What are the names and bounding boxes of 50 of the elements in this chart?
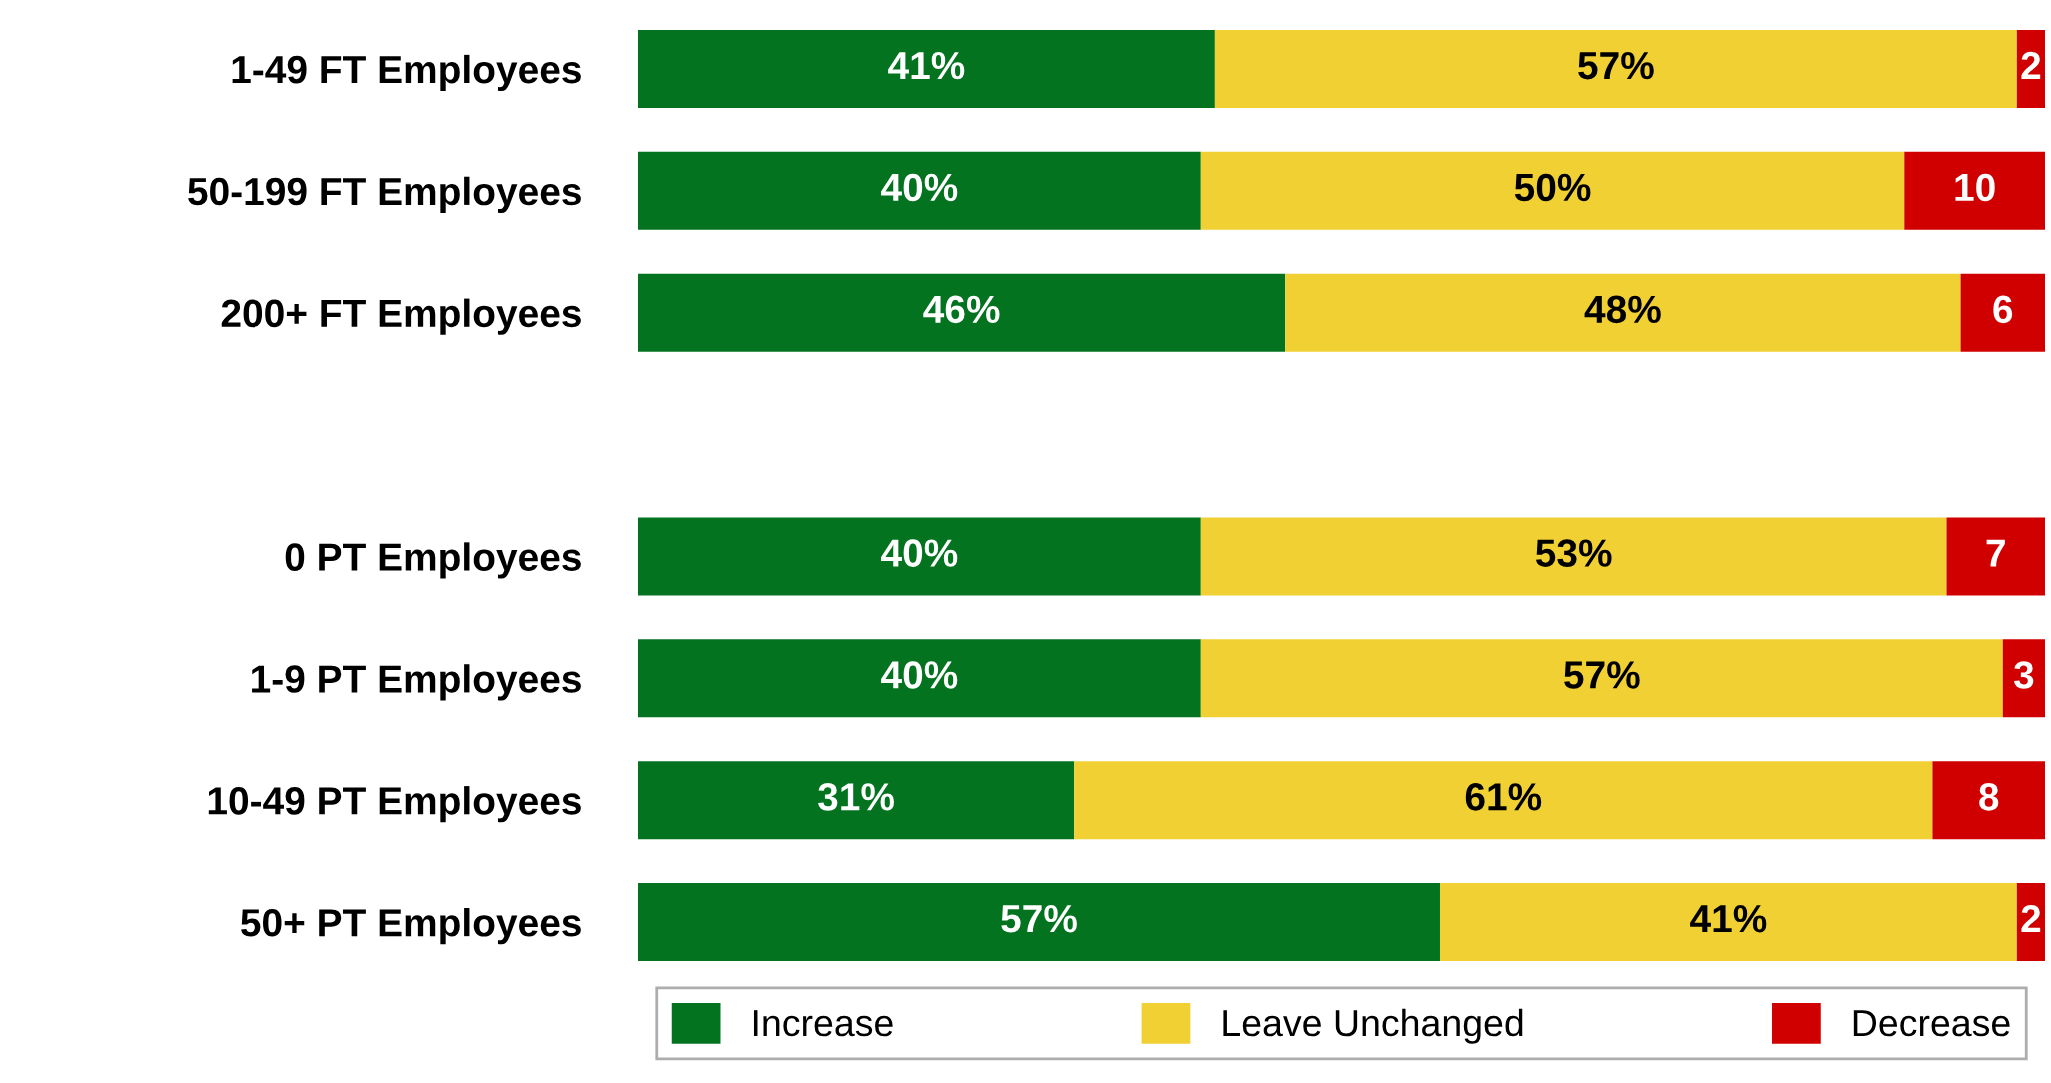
data-label: 50% [1514,173,1591,202]
bar [1200,639,2003,718]
bar [638,151,1201,230]
data-label: 10 [1955,173,1995,202]
data-label: 61% [1465,783,1542,811]
data-label: 6 [1993,295,2013,324]
data-label: 57% [1564,661,1640,689]
data-label: 2 [2021,904,2041,933]
y-tick-label: 200+ FT Employees [221,298,581,335]
data-label: 31% [818,783,894,811]
bar [1200,151,1905,230]
legend-label: Leave Unchanged [1223,1008,1523,1044]
bar [638,517,1201,596]
y-tick-label: 0 PT Employees [285,542,581,579]
data-label: 2 [2021,51,2041,79]
bar [1074,761,1933,840]
data-label: 46% [923,295,1000,324]
bar [638,29,1215,108]
bar [638,639,1201,718]
data-label: 57% [1001,905,1077,933]
bar [1960,273,2045,352]
legend-label: Decrease [1853,1010,2010,1037]
data-label: 8 [1979,783,1999,811]
data-label: 3 [2013,661,2034,689]
legend-label: Increase [753,1010,893,1037]
data-label: 7 [1986,539,2005,567]
data-label: 48% [1584,295,1661,324]
bar [1200,517,1947,596]
bar [2002,639,2045,718]
bar [638,761,1075,840]
y-tick-label: 50-199 FT Employees [188,176,581,213]
data-label: 41% [888,51,965,80]
bar [1904,151,2045,230]
data-label: 53% [1535,539,1612,567]
bar [638,883,1440,962]
data-label: 40% [881,661,958,689]
y-tick-label: 50+ PT Employees [241,907,581,945]
y-tick-label: 10-49 PT Employees [208,786,581,823]
data-label: 57% [1578,51,1654,80]
data-label: 41% [1690,905,1767,933]
bar [1946,517,2045,596]
data-label: 40% [881,539,958,567]
y-tick-label: 1-9 PT Employees [252,664,581,701]
data-label: 40% [881,173,958,202]
bar [1285,273,1961,352]
bar [1214,29,2017,108]
y-tick-label: 1-49 FT Employees [232,54,581,92]
bar [1932,761,2045,840]
bar [1439,883,2017,962]
bar [638,273,1286,352]
